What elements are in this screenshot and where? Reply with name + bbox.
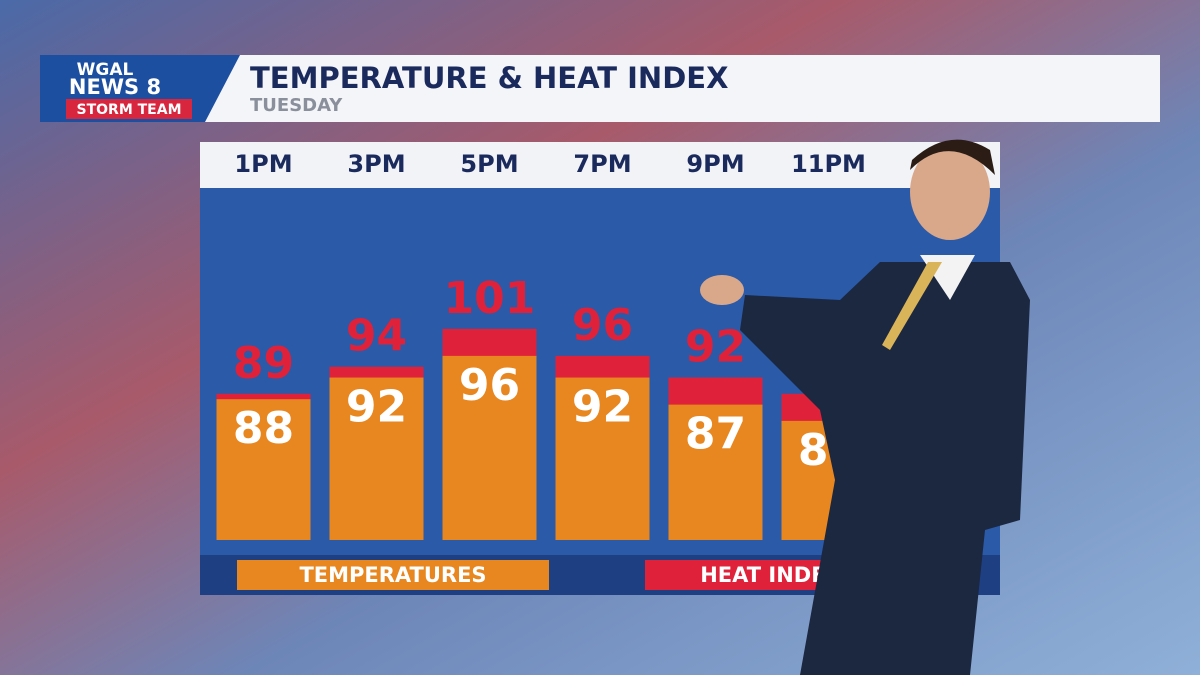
logo-team-box xyxy=(66,99,192,119)
bar xyxy=(555,377,650,540)
bar xyxy=(668,404,763,540)
legend-swatch xyxy=(237,560,549,590)
logo-news: NEWS 8 xyxy=(69,75,161,99)
x-tick-label: 1PM xyxy=(234,150,292,178)
heat-index-label: 92 xyxy=(685,322,746,373)
chart-subtitle: TUESDAY xyxy=(250,95,343,116)
chart-title: TEMPERATURE & HEAT INDEX xyxy=(250,61,728,95)
heat-index-label: 101 xyxy=(444,273,536,324)
heat-index-label: 94 xyxy=(346,311,407,362)
x-tick-label: 9PM xyxy=(686,150,744,178)
temperature-label: 92 xyxy=(346,382,407,433)
temperature-label: 92 xyxy=(572,382,633,433)
time-strip xyxy=(200,142,1000,188)
presenter-hand xyxy=(700,275,744,305)
temperature-label: 87 xyxy=(685,409,746,460)
bar xyxy=(329,377,424,540)
presenter xyxy=(700,139,1030,675)
x-tick-label: 7PM xyxy=(573,150,631,178)
logo-station: WGAL xyxy=(77,60,134,80)
presenter-head xyxy=(910,144,990,240)
legend-label: TEMPERATURES xyxy=(299,563,486,587)
heat-index-label: 96 xyxy=(572,300,633,351)
presenter-suit xyxy=(740,262,1030,675)
x-tick-label: 3PM xyxy=(347,150,405,178)
x-tick-label: 5PM xyxy=(460,150,518,178)
presenter-hair xyxy=(910,139,995,175)
heat-index-label: 89 xyxy=(233,338,294,389)
temperature-label: 88 xyxy=(233,403,294,454)
temperature-label: 96 xyxy=(459,360,520,411)
x-tick-label: 11PM xyxy=(791,150,866,178)
presenter-tie xyxy=(882,262,942,350)
bar xyxy=(216,399,311,540)
logo-team: STORM TEAM xyxy=(77,102,182,118)
bar xyxy=(442,355,537,540)
